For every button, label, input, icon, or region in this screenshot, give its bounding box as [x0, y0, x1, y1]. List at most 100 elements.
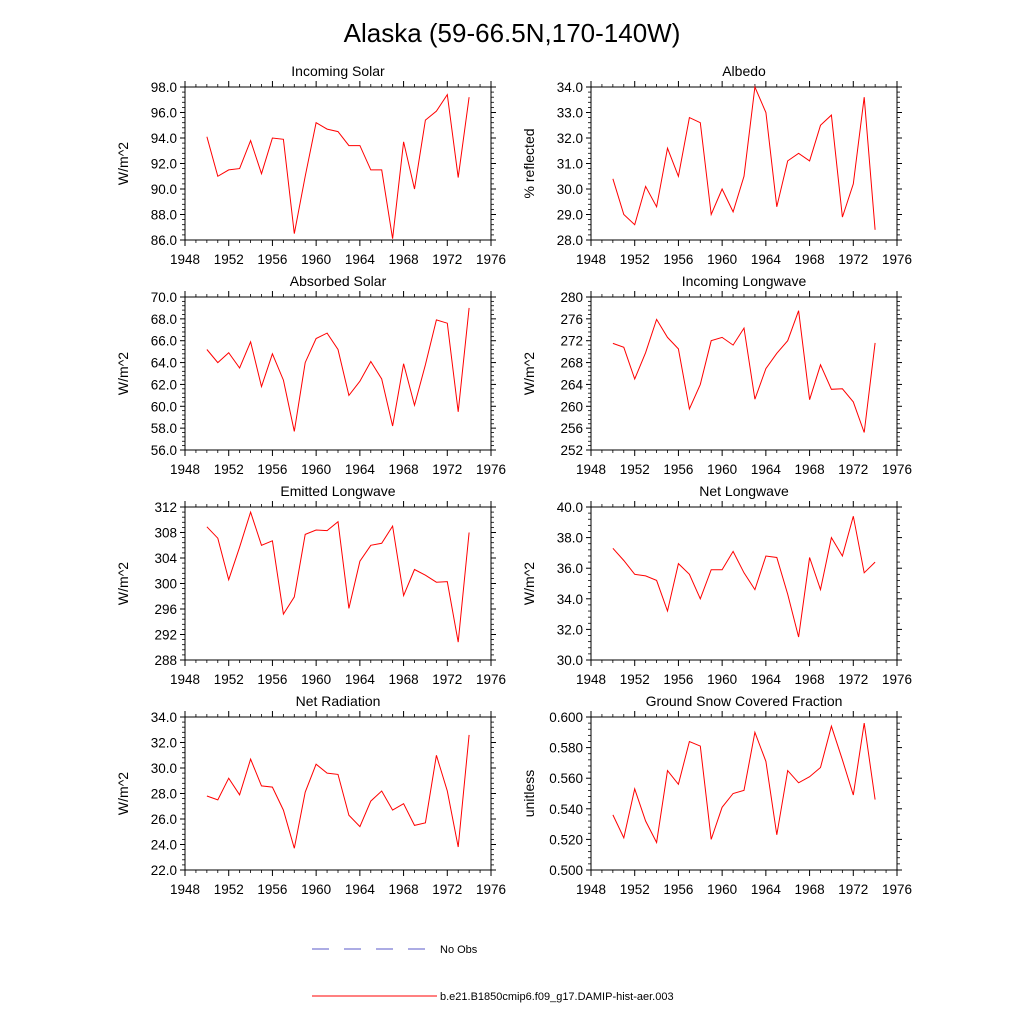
x-tick-label: 1972 — [432, 672, 462, 687]
y-tick-label: 256 — [560, 421, 583, 436]
series-line-b-e21-b1850cmip6-f09-g17-damip-hist-aer-003 — [612, 723, 876, 845]
series-line-b-e21-b1850cmip6-f09-g17-damip-hist-aer-003 — [206, 93, 470, 239]
x-tick-label: 1952 — [214, 672, 244, 687]
y-tick-label: 0.500 — [549, 863, 583, 878]
x-tick-label: 1972 — [838, 462, 868, 477]
x-tick-label: 1956 — [663, 462, 693, 477]
panel-title: Incoming Solar — [291, 63, 385, 79]
x-tick-label: 1960 — [301, 252, 331, 267]
x-tick-label: 1960 — [707, 672, 737, 687]
y-tick-label: 36.0 — [557, 561, 583, 576]
y-tick-label: 276 — [560, 312, 583, 327]
x-tick-label: 1956 — [257, 252, 287, 267]
x-tick-label: 1956 — [257, 462, 287, 477]
panel-albedo: 28.0 29.0 30.0 31.0 32.0 33.0 34.0 1948 1952 1956… — [521, 63, 912, 267]
panel-title: Albedo — [722, 63, 766, 79]
x-tick-label: 1952 — [214, 462, 244, 477]
figure-title: Alaska (59-66.5N,170-140W) — [344, 18, 681, 48]
y-axis-label: W/m^2 — [115, 352, 131, 395]
y-axis-label: W/m^2 — [115, 142, 131, 185]
plot-frame — [184, 86, 492, 241]
y-tick-label: 62.0 — [151, 377, 177, 392]
y-tick-label: 70.0 — [151, 290, 177, 305]
x-tick-label: 1956 — [663, 672, 693, 687]
x-tick-label: 1952 — [214, 882, 244, 897]
x-tick-label: 1948 — [576, 462, 606, 477]
panel-title: Ground Snow Covered Fraction — [646, 693, 843, 709]
legend-label: No Obs — [440, 944, 478, 956]
x-tick-label: 1960 — [301, 672, 331, 687]
panel-incoming-solar: 86.0 88.0 90.0 92.0 94.0 96.0 98.0 1948 1952 1956… — [115, 63, 506, 267]
y-tick-label: 92.0 — [151, 157, 177, 172]
x-tick-label: 1972 — [838, 882, 868, 897]
x-tick-label: 1964 — [345, 672, 376, 687]
plot-frame — [184, 296, 492, 451]
x-tick-label: 1976 — [882, 882, 912, 897]
y-tick-label: 26.0 — [151, 812, 177, 827]
x-tick-label: 1964 — [345, 252, 376, 267]
y-tick-label: 252 — [560, 443, 583, 458]
y-tick-label: 38.0 — [557, 531, 583, 546]
y-axis-label: W/m^2 — [115, 772, 131, 815]
x-tick-label: 1956 — [257, 882, 287, 897]
x-tick-label: 1964 — [751, 882, 782, 897]
y-tick-label: 0.600 — [549, 710, 583, 725]
x-tick-label: 1968 — [795, 672, 825, 687]
y-tick-label: 30.0 — [557, 653, 583, 668]
y-tick-label: 90.0 — [151, 182, 177, 197]
y-tick-label: 34.0 — [557, 80, 583, 95]
y-tick-label: 24.0 — [151, 838, 177, 853]
x-tick-label: 1968 — [389, 882, 419, 897]
y-axis-label: W/m^2 — [521, 562, 537, 605]
panel-title: Net Radiation — [296, 693, 381, 709]
x-tick-label: 1952 — [620, 252, 650, 267]
x-tick-label: 1972 — [432, 462, 462, 477]
y-tick-label: 280 — [560, 290, 583, 305]
y-tick-label: 272 — [560, 334, 583, 349]
series-line-b-e21-b1850cmip6-f09-g17-damip-hist-aer-003 — [612, 516, 876, 638]
x-tick-label: 1968 — [389, 462, 419, 477]
y-tick-label: 0.520 — [549, 832, 583, 847]
x-tick-label: 1948 — [576, 672, 606, 687]
y-tick-label: 88.0 — [151, 208, 177, 223]
y-tick-label: 58.0 — [151, 421, 177, 436]
legend: No Obs b.e21.B1850cmip6.f09_g17.DAMIP-his… — [312, 944, 674, 1003]
y-tick-label: 40.0 — [557, 500, 583, 515]
legend-label: b.e21.B1850cmip6.f09_g17.DAMIP-hist-aer.… — [440, 991, 674, 1003]
x-tick-label: 1964 — [345, 882, 376, 897]
x-tick-label: 1948 — [576, 882, 606, 897]
plot-frame — [590, 506, 898, 661]
y-tick-label: 64.0 — [151, 356, 177, 371]
x-tick-label: 1972 — [838, 672, 868, 687]
panel-title: Net Longwave — [699, 483, 789, 499]
series-line-b-e21-b1850cmip6-f09-g17-damip-hist-aer-003 — [206, 307, 470, 432]
panel-title: Emitted Longwave — [280, 483, 395, 499]
y-tick-label: 86.0 — [151, 233, 177, 248]
x-tick-label: 1976 — [476, 462, 506, 477]
y-tick-label: 32.0 — [151, 736, 177, 751]
y-tick-label: 33.0 — [557, 106, 583, 121]
plot-frame — [184, 716, 492, 871]
x-tick-label: 1968 — [795, 462, 825, 477]
x-tick-label: 1972 — [432, 882, 462, 897]
y-tick-label: 34.0 — [557, 592, 583, 607]
panel-ground-snow-covered-fraction: 0.500 0.520 0.540 0.560 0.580 0.600 1948 1952 19… — [521, 693, 912, 897]
y-tick-label: 292 — [154, 628, 177, 643]
x-tick-label: 1956 — [663, 252, 693, 267]
series-line-b-e21-b1850cmip6-f09-g17-damip-hist-aer-003 — [206, 734, 470, 849]
x-tick-label: 1964 — [751, 252, 782, 267]
series-line-b-e21-b1850cmip6-f09-g17-damip-hist-aer-003 — [612, 310, 876, 433]
y-tick-label: 288 — [154, 653, 177, 668]
y-tick-label: 56.0 — [151, 443, 177, 458]
y-axis-label: unitless — [521, 770, 537, 817]
x-tick-label: 1972 — [432, 252, 462, 267]
y-tick-label: 268 — [560, 356, 583, 371]
x-tick-label: 1948 — [170, 882, 200, 897]
x-tick-label: 1976 — [882, 672, 912, 687]
y-tick-label: 304 — [154, 551, 177, 566]
y-tick-label: 34.0 — [151, 710, 177, 725]
x-tick-label: 1952 — [214, 252, 244, 267]
x-tick-label: 1968 — [389, 672, 419, 687]
y-tick-label: 312 — [154, 500, 177, 515]
x-tick-label: 1952 — [620, 882, 650, 897]
